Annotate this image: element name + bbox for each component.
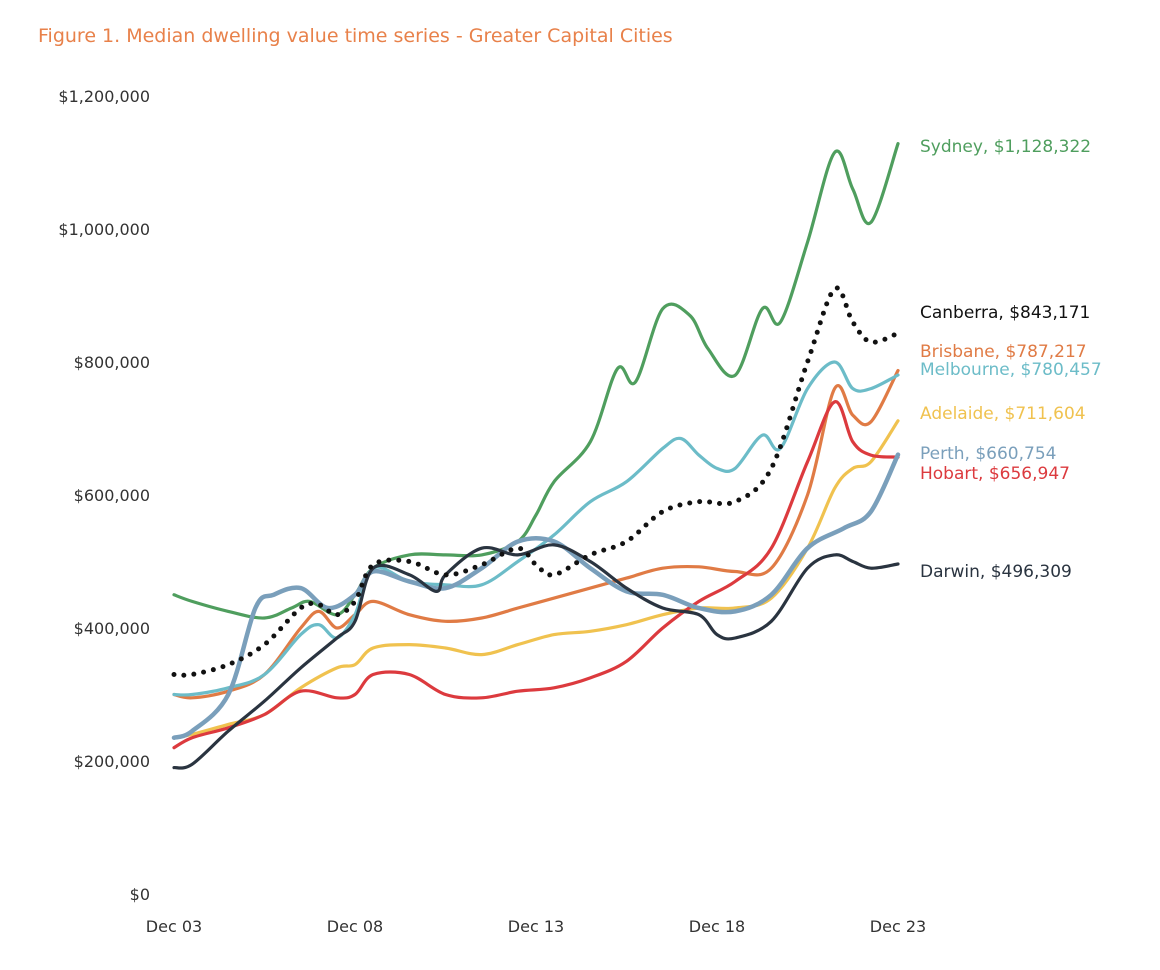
series-line-brisbane <box>172 368 900 700</box>
end-label-hobart: Hobart, $656,947 <box>920 464 1070 484</box>
y-tick-label: $400,000 <box>74 619 150 638</box>
x-tick-label: Dec 23 <box>870 917 926 936</box>
x-tick-label: Dec 08 <box>327 917 383 936</box>
end-label-melbourne: Melbourne, $780,457 <box>920 360 1102 380</box>
y-axis: $0 $200,000 $400,000 $600,000 $800,000 $1,000… <box>58 87 150 904</box>
series-line-hobart <box>172 400 900 750</box>
series-line-adelaide <box>172 419 900 740</box>
end-label-sydney: Sydney, $1,128,322 <box>920 137 1091 157</box>
end-label-adelaide: Adelaide, $711,604 <box>920 404 1086 424</box>
x-tick-label: Dec 13 <box>508 917 564 936</box>
end-labels: Sydney, $1,128,322 Canberra, $843,171 Bris… <box>920 137 1102 582</box>
x-tick-label: Dec 18 <box>689 917 745 936</box>
x-axis: Dec 03 Dec 08 Dec 13 Dec 18 Dec 23 <box>146 917 926 936</box>
chart-title: Figure 1. Median dwelling value time ser… <box>38 25 673 47</box>
y-tick-label: $200,000 <box>74 752 150 771</box>
series-line-sydney <box>172 142 900 620</box>
series-line-canberra <box>171 285 901 678</box>
series-layer <box>171 142 901 770</box>
end-label-perth: Perth, $660,754 <box>920 444 1056 464</box>
y-tick-label: $600,000 <box>74 486 150 505</box>
series-line-darwin <box>172 543 900 770</box>
y-tick-label: $0 <box>130 885 150 904</box>
end-label-brisbane: Brisbane, $787,217 <box>920 342 1087 362</box>
end-label-canberra: Canberra, $843,171 <box>920 303 1090 323</box>
series-line-melbourne <box>172 360 900 697</box>
y-tick-label: $1,200,000 <box>58 87 150 106</box>
end-label-darwin: Darwin, $496,309 <box>920 562 1072 582</box>
y-tick-label: $1,000,000 <box>58 220 150 239</box>
y-tick-label: $800,000 <box>74 353 150 372</box>
series-line-perth <box>171 452 901 740</box>
x-tick-label: Dec 03 <box>146 917 202 936</box>
